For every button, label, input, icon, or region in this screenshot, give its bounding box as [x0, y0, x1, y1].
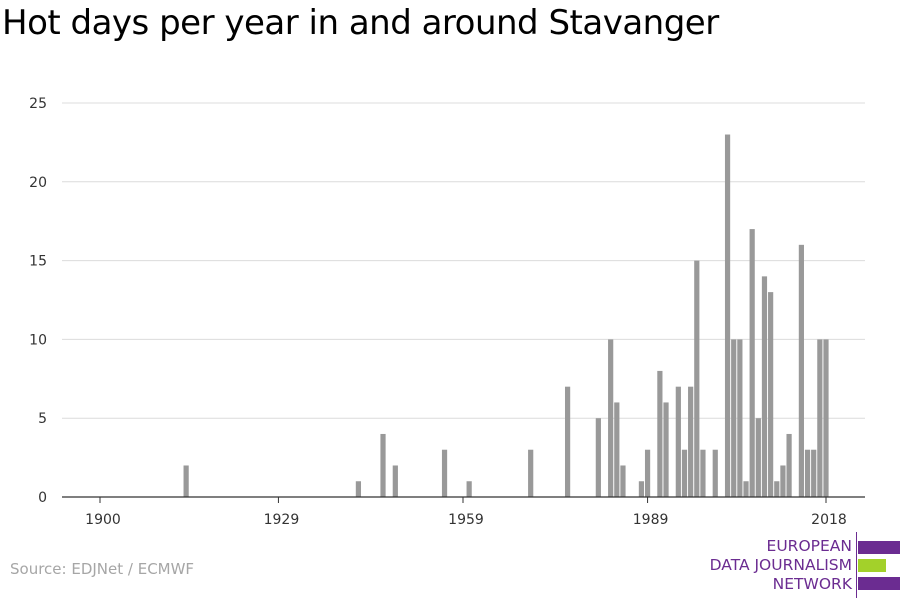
bar: [528, 449, 534, 497]
x-tick-label: 1929: [264, 512, 300, 528]
bar: [786, 433, 792, 497]
logo-line-european: EUROPEAN: [766, 537, 852, 555]
y-tick-label: 10: [29, 332, 47, 348]
bar: [700, 449, 706, 497]
bar: [755, 418, 761, 497]
y-tick-label: 20: [29, 175, 47, 191]
bar: [774, 481, 780, 497]
logo-line-network: NETWORK: [772, 575, 852, 593]
y-tick-label: 5: [38, 411, 47, 427]
bar: [768, 292, 774, 497]
bar: [355, 481, 362, 497]
bar: [466, 481, 472, 497]
y-tick-label: 15: [29, 254, 47, 270]
bar: [441, 449, 448, 497]
logo-bar-top: [858, 541, 900, 554]
edjnet-logo: EUROPEAN DATA JOURNALISM NETWORK: [700, 530, 900, 600]
bar: [644, 449, 651, 497]
bar: [564, 386, 571, 497]
bar: [657, 370, 663, 497]
x-tick-label: 1989: [633, 512, 669, 528]
bar: [761, 276, 768, 497]
bar: [804, 449, 811, 497]
bars: [183, 134, 829, 497]
bar: [737, 339, 743, 497]
bar: [620, 465, 626, 497]
gridlines: [62, 102, 865, 419]
logo-bar-bottom: [858, 577, 900, 590]
bar: [675, 386, 681, 497]
y-tick-label: 25: [29, 96, 47, 112]
bar: [694, 260, 700, 497]
bar: [780, 465, 786, 497]
x-tick-label: 1959: [448, 512, 484, 528]
x-tick-label: 2018: [811, 512, 847, 528]
bar: [614, 402, 620, 497]
bar: [608, 339, 614, 497]
bar: [817, 339, 823, 497]
logo-bar-middle: [858, 559, 886, 572]
bar: [663, 402, 669, 497]
bar: [688, 386, 694, 497]
x-tick-label: 1900: [85, 512, 121, 528]
chart-title: Hot days per year in and around Stavange…: [2, 3, 719, 43]
logo-line-data-journalism: DATA JOURNALISM: [709, 556, 852, 574]
bar: [724, 134, 731, 497]
bar: [712, 449, 718, 497]
bar: [380, 433, 386, 497]
bar: [749, 229, 755, 497]
bar: [392, 465, 398, 497]
bar: [681, 449, 688, 497]
bar: [731, 339, 737, 497]
bar: [823, 339, 829, 497]
bar: [743, 481, 749, 497]
logo-divider: [856, 532, 857, 598]
bar: [811, 449, 817, 497]
axes: 0 5 10 15 20 25 1900 1929 1959 1989 2018: [29, 96, 865, 528]
bar: [638, 481, 645, 497]
bar: [183, 465, 189, 497]
bar: [798, 244, 804, 497]
bar: [595, 418, 601, 497]
y-tick-label: 0: [38, 490, 47, 506]
source-note: Source: EDJNet / ECMWF: [10, 560, 195, 578]
